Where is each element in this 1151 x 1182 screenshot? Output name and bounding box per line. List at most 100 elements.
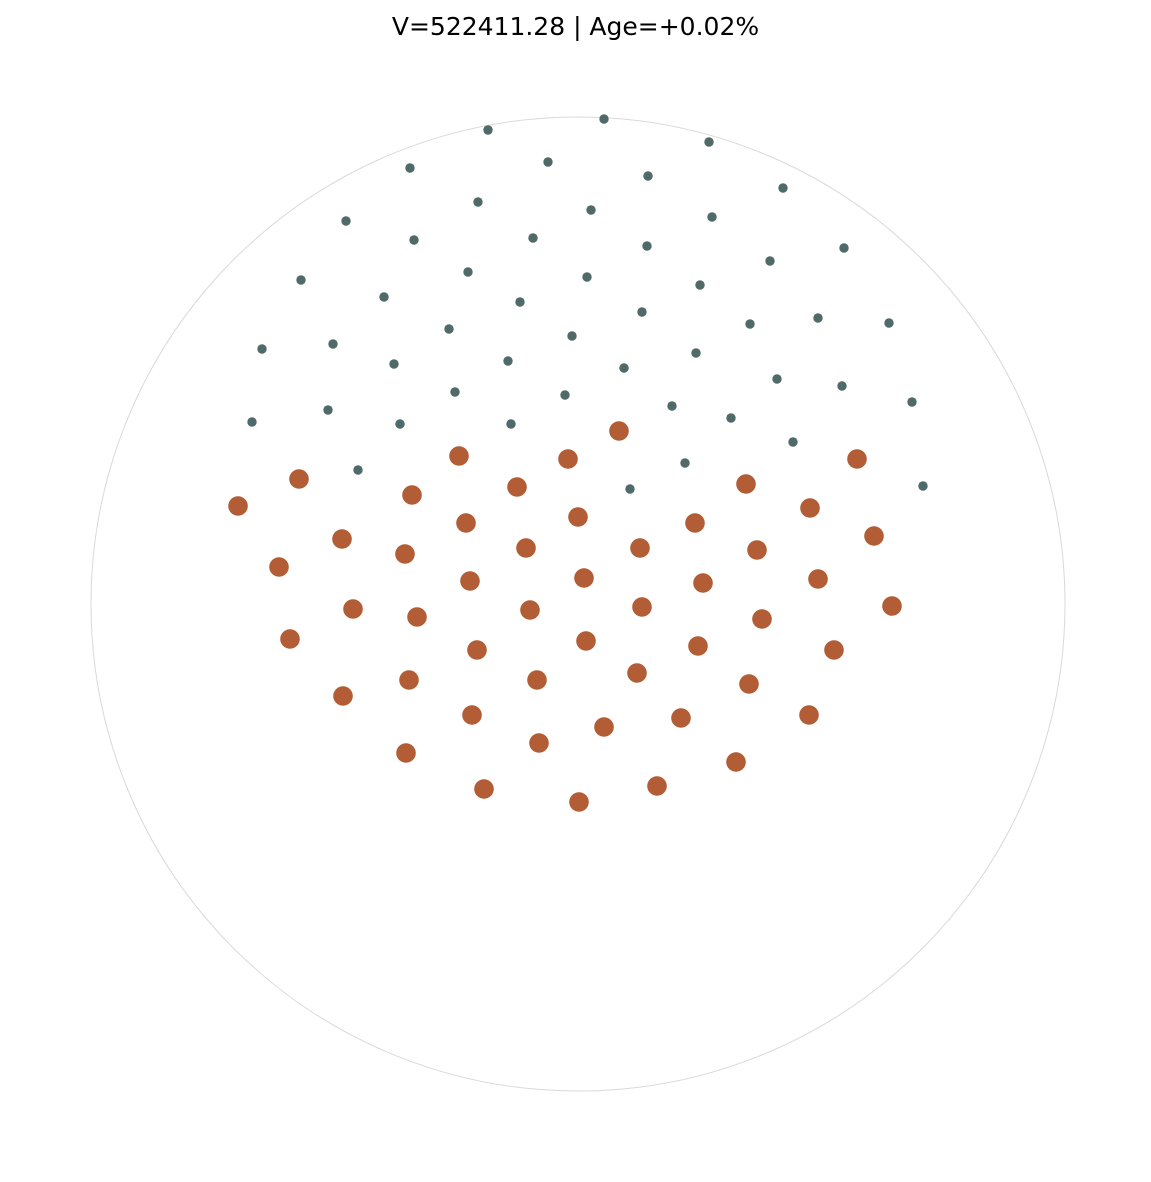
small-teal-dots-dot [389, 359, 399, 369]
small-teal-dots-dot [704, 137, 714, 147]
large-orange-dots-dot [462, 705, 482, 725]
small-teal-dots-dot [695, 280, 705, 290]
small-teal-dots-dot [463, 267, 473, 277]
small-teal-dots-dot [813, 313, 823, 323]
large-orange-dots-dot [474, 779, 494, 799]
small-teal-dots-dot [296, 275, 306, 285]
small-teal-dots-dot [667, 401, 677, 411]
large-orange-dots-dot [467, 640, 487, 660]
small-teal-dots-dot [473, 197, 483, 207]
large-orange-dots-dot [516, 538, 536, 558]
large-orange-dots-dot [576, 631, 596, 651]
agent-dots-group [228, 114, 928, 812]
boundary-circle [90, 116, 1066, 1092]
small-teal-dots-dot [328, 339, 338, 349]
small-teal-dots-dot [567, 331, 577, 341]
large-orange-dots-dot [647, 776, 667, 796]
large-orange-dots-dot [520, 600, 540, 620]
large-orange-dots-dot [630, 538, 650, 558]
large-orange-dots-dot [228, 496, 248, 516]
small-teal-dots-dot [323, 405, 333, 415]
large-orange-dots-dot [799, 705, 819, 725]
small-teal-dots-dot [582, 272, 592, 282]
small-teal-dots-dot [907, 397, 917, 407]
small-teal-dots-dot [483, 125, 493, 135]
small-teal-dots-dot [691, 348, 701, 358]
large-orange-dots-dot [688, 636, 708, 656]
small-teal-dots-dot [918, 481, 928, 491]
small-teal-dots-dot [543, 157, 553, 167]
large-orange-dots-dot [632, 597, 652, 617]
small-teal-dots-dot [257, 344, 267, 354]
small-teal-dots-dot [643, 171, 653, 181]
large-orange-dots-dot [671, 708, 691, 728]
large-orange-dots-dot [847, 449, 867, 469]
small-teal-dots-dot [726, 413, 736, 423]
large-orange-dots-dot [752, 609, 772, 629]
small-teal-dots-dot [506, 419, 516, 429]
small-teal-dots-dot [619, 363, 629, 373]
small-teal-dots-dot [528, 233, 538, 243]
small-teal-dots-dot [409, 235, 419, 245]
small-teal-dots-dot [444, 324, 454, 334]
small-teal-dots-dot [599, 114, 609, 124]
large-orange-dots-dot [693, 573, 713, 593]
large-orange-dots-dot [824, 640, 844, 660]
large-orange-dots-dot [269, 557, 289, 577]
small-teal-dots-dot [405, 163, 415, 173]
large-orange-dots-dot [332, 529, 352, 549]
large-orange-dots-dot [800, 498, 820, 518]
large-orange-dots-dot [808, 569, 828, 589]
large-orange-dots-dot [736, 474, 756, 494]
large-orange-dots-dot [558, 449, 578, 469]
large-orange-dots-dot [395, 544, 415, 564]
large-orange-dots-dot [460, 571, 480, 591]
large-orange-dots-dot [280, 629, 300, 649]
small-teal-dots-dot [503, 356, 513, 366]
large-orange-dots-dot [407, 607, 427, 627]
large-orange-dots-dot [449, 446, 469, 466]
small-teal-dots-dot [884, 318, 894, 328]
large-orange-dots-dot [574, 568, 594, 588]
small-teal-dots-dot [642, 241, 652, 251]
small-teal-dots-dot [745, 319, 755, 329]
large-orange-dots-dot [864, 526, 884, 546]
large-orange-dots-dot [739, 674, 759, 694]
large-orange-dots-dot [569, 792, 589, 812]
large-orange-dots-dot [594, 717, 614, 737]
large-orange-dots-dot [882, 596, 902, 616]
large-orange-dots-dot [529, 733, 549, 753]
large-orange-dots-dot [402, 485, 422, 505]
large-orange-dots-dot [456, 513, 476, 533]
large-orange-dots-dot [685, 513, 705, 533]
figure-title: V=522411.28 | Age=+0.02% [391, 12, 760, 41]
large-orange-dots-dot [568, 507, 588, 527]
large-orange-dots-dot [343, 599, 363, 619]
large-orange-dots-dot [627, 663, 647, 683]
large-orange-dots-dot [396, 743, 416, 763]
small-teal-dots-dot [778, 183, 788, 193]
small-teal-dots-dot [586, 205, 596, 215]
large-orange-dots-dot [333, 686, 353, 706]
small-teal-dots-dot [788, 437, 798, 447]
small-teal-dots-dot [839, 243, 849, 253]
large-orange-dots-dot [726, 752, 746, 772]
small-teal-dots-dot [837, 381, 847, 391]
small-teal-dots-dot [341, 216, 351, 226]
small-teal-dots-dot [707, 212, 717, 222]
small-teal-dots-dot [625, 484, 635, 494]
small-teal-dots-dot [637, 307, 647, 317]
small-teal-dots-dot [395, 419, 405, 429]
large-orange-dots-dot [747, 540, 767, 560]
small-teal-dots-dot [379, 292, 389, 302]
small-teal-dots-dot [450, 387, 460, 397]
small-teal-dots-dot [560, 390, 570, 400]
large-orange-dots-dot [527, 670, 547, 690]
large-orange-dots-dot [507, 477, 527, 497]
small-teal-dots-dot [772, 374, 782, 384]
large-orange-dots-dot [289, 469, 309, 489]
small-teal-dots-dot [247, 417, 257, 427]
large-orange-dots-dot [399, 670, 419, 690]
